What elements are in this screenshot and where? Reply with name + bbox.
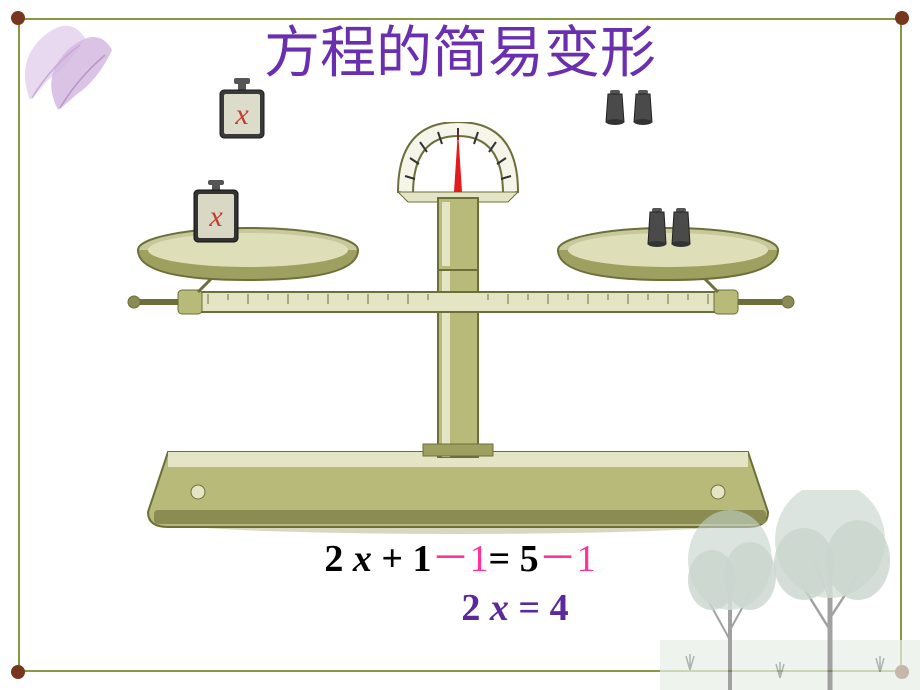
left-pan-icon — [138, 228, 358, 280]
small-weights-icon — [604, 90, 660, 126]
scale-dial-icon — [398, 122, 518, 270]
svg-text:x: x — [208, 200, 223, 233]
slide-title: 方程的简易变形 — [0, 8, 920, 89]
right-pan-icon — [558, 228, 778, 280]
weight-x-on-pan-icon: x — [194, 180, 238, 242]
eq1-eq: = — [489, 538, 511, 580]
eq1-lhs: 2 x + 1 — [324, 538, 431, 580]
balance-scale-illustration: x — [98, 122, 818, 542]
eq1-rhs-sub: －1 — [539, 538, 596, 580]
corner-dot-icon — [11, 665, 25, 679]
eq1-lhs-sub: －1 — [431, 538, 488, 580]
eq1-rhs: 5 — [510, 538, 539, 580]
winter-trees-icon — [660, 490, 920, 690]
